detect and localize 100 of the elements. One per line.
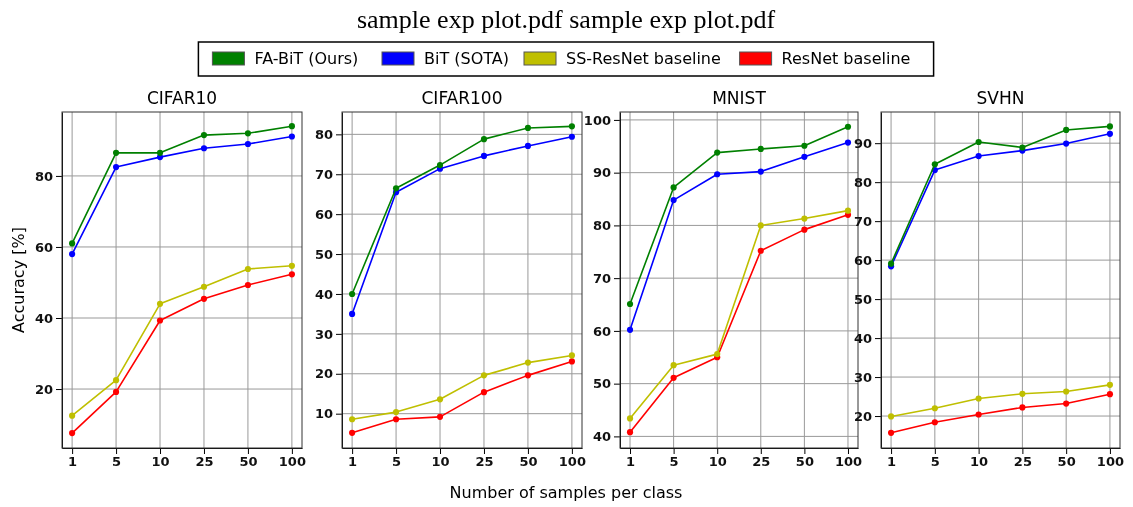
point [156,149,164,156]
y-tick-label: 50 [853,291,872,307]
point [69,430,76,437]
point [844,123,852,130]
x-tick-label: 1 [348,454,358,470]
point [887,429,895,436]
point [392,409,400,416]
point [349,290,356,298]
point [757,247,764,254]
point [1106,123,1114,130]
y-tick-label: 70 [314,166,333,182]
point [349,416,356,423]
y-tick-label: 60 [592,323,611,339]
point [801,142,808,149]
x-axis-title: Number of samples per class [449,483,683,502]
point [200,295,208,302]
legend-label: FA-BiT (Ours) [254,49,359,68]
x-tick-label: 5 [669,454,679,470]
point [524,359,532,366]
y-tick-label: 50 [592,376,611,392]
point [524,142,532,149]
y-tick-label: 40 [314,286,333,302]
point [1106,130,1114,137]
x-tick-label: 100 [1096,454,1124,470]
point [975,138,982,146]
y-tick-label: 60 [314,206,333,222]
y-tick-label: 10 [314,406,333,422]
point [112,149,120,156]
point [670,362,677,369]
point [156,300,164,307]
point [670,184,677,191]
point [975,411,982,418]
y-axis-title: Accuracy [%] [9,227,28,333]
text: sample exp plot.pdf sample exp plot.pdf [356,5,776,34]
y-tick-label: 80 [314,127,333,143]
point [931,405,938,412]
legend-label: SS-ResNet baseline [566,49,721,68]
point [480,372,488,379]
y-tick-label: 20 [853,408,872,424]
x-tick-label: 25 [752,454,771,470]
point [757,145,764,153]
point [112,388,120,395]
y-tick-label: 80 [592,218,611,234]
x-tick-label: 50 [795,454,814,470]
point [714,171,721,178]
point [524,372,532,379]
point [349,429,356,436]
point [524,124,532,132]
y-tick-label: 60 [34,239,53,255]
point [1019,404,1026,411]
chart-title: MNIST [712,88,767,108]
legend-label: BiT (SOTA) [424,49,509,68]
y-tick-label: 50 [314,246,333,262]
y-tick-label: 40 [853,330,872,346]
y-tick-label: 80 [34,168,53,184]
point [568,133,575,140]
x-tick-label: 25 [195,454,214,470]
point [801,226,808,233]
x-tick-label: 1 [68,454,78,470]
x-tick-label: 10 [151,454,170,470]
y-tick-label: 40 [34,310,53,326]
x-tick-label: 100 [278,454,306,470]
point [480,152,488,159]
point [887,413,895,420]
x-tick-label: 5 [930,454,940,470]
point [244,265,252,273]
point [1106,391,1114,398]
x-tick-label: 1 [626,454,636,470]
point [1019,390,1026,397]
point [1106,381,1114,388]
point [480,389,488,396]
point [801,215,808,222]
legend-label: ResNet baseline [781,49,911,68]
y-tick-label: 20 [34,381,53,397]
point [200,132,208,139]
point [1063,400,1070,407]
y-tick-label: 100 [583,112,611,128]
point [69,412,76,419]
point [568,123,575,130]
y-tick-label: 90 [853,135,872,151]
chart-title: CIFAR10 [146,88,218,108]
x-tick-label: 5 [112,454,122,470]
point [670,374,677,381]
point [392,185,400,192]
point [392,416,400,423]
x-tick-label: 50 [519,454,538,470]
point [757,222,764,229]
y-tick-label: 30 [853,369,872,385]
point [112,163,120,171]
point [975,152,982,160]
point [801,153,808,160]
point [480,136,488,143]
point [69,240,76,247]
point [288,123,295,130]
point [69,250,76,258]
point [931,419,938,426]
y-tick-label: 20 [314,366,333,382]
point [349,310,356,317]
point [436,396,444,403]
point [288,133,295,140]
